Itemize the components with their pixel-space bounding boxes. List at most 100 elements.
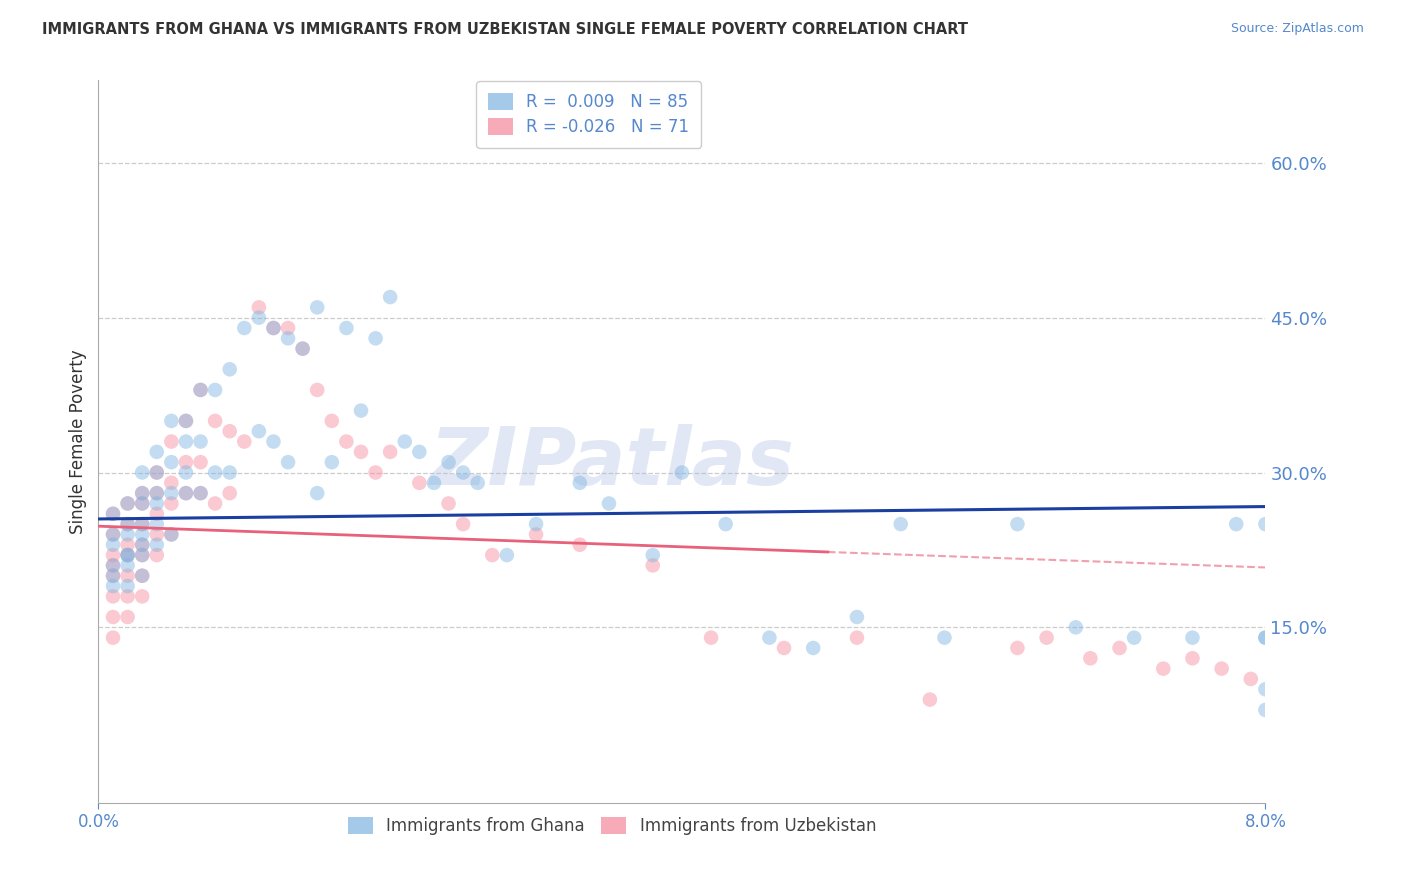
Point: [101, 507, 124, 521]
Point: [190, 486, 212, 500]
Point: [524, 517, 547, 532]
Point: [380, 290, 402, 304]
Point: [1035, 631, 1057, 645]
Point: [773, 640, 796, 655]
Point: [117, 590, 139, 604]
Point: [247, 310, 270, 325]
Point: [1254, 631, 1277, 645]
Point: [190, 383, 212, 397]
Point: [524, 527, 547, 541]
Point: [174, 414, 197, 428]
Point: [117, 548, 139, 562]
Point: [174, 434, 197, 449]
Point: [233, 434, 256, 449]
Point: [117, 548, 139, 562]
Point: [408, 475, 430, 490]
Point: [700, 631, 723, 645]
Point: [1080, 651, 1102, 665]
Point: [131, 568, 153, 582]
Point: [1064, 620, 1087, 634]
Point: [117, 496, 139, 510]
Point: [131, 590, 153, 604]
Point: [321, 455, 343, 469]
Point: [131, 486, 153, 500]
Point: [1123, 631, 1146, 645]
Point: [131, 548, 153, 562]
Point: [1254, 631, 1277, 645]
Point: [146, 445, 169, 459]
Point: [174, 455, 197, 469]
Text: IMMIGRANTS FROM GHANA VS IMMIGRANTS FROM UZBEKISTAN SINGLE FEMALE POVERTY CORREL: IMMIGRANTS FROM GHANA VS IMMIGRANTS FROM…: [42, 22, 969, 37]
Y-axis label: Single Female Poverty: Single Female Poverty: [69, 350, 87, 533]
Point: [204, 414, 226, 428]
Point: [131, 517, 153, 532]
Point: [190, 486, 212, 500]
Point: [160, 527, 183, 541]
Point: [437, 455, 460, 469]
Text: Source: ZipAtlas.com: Source: ZipAtlas.com: [1230, 22, 1364, 36]
Point: [451, 517, 474, 532]
Point: [350, 403, 373, 417]
Point: [117, 579, 139, 593]
Point: [117, 558, 139, 573]
Point: [146, 486, 169, 500]
Point: [218, 486, 240, 500]
Point: [568, 538, 591, 552]
Point: [307, 383, 329, 397]
Point: [160, 414, 183, 428]
Point: [423, 475, 446, 490]
Point: [496, 548, 519, 562]
Point: [101, 558, 124, 573]
Point: [117, 517, 139, 532]
Point: [101, 568, 124, 582]
Point: [146, 486, 169, 500]
Point: [190, 455, 212, 469]
Point: [160, 434, 183, 449]
Point: [160, 527, 183, 541]
Point: [918, 692, 941, 706]
Point: [1254, 703, 1277, 717]
Point: [146, 548, 169, 562]
Point: [481, 548, 503, 562]
Point: [146, 527, 169, 541]
Point: [1007, 640, 1029, 655]
Point: [117, 568, 139, 582]
Point: [131, 527, 153, 541]
Point: [117, 548, 139, 562]
Point: [335, 434, 357, 449]
Point: [101, 610, 124, 624]
Point: [117, 538, 139, 552]
Point: [1211, 662, 1233, 676]
Point: [131, 538, 153, 552]
Point: [117, 610, 139, 624]
Point: [101, 579, 124, 593]
Point: [117, 517, 139, 532]
Point: [131, 486, 153, 500]
Point: [1254, 682, 1277, 697]
Point: [335, 321, 357, 335]
Point: [146, 466, 169, 480]
Point: [1108, 640, 1130, 655]
Point: [714, 517, 737, 532]
Point: [277, 321, 299, 335]
Point: [190, 434, 212, 449]
Point: [174, 414, 197, 428]
Point: [641, 548, 664, 562]
Point: [1181, 651, 1204, 665]
Point: [131, 496, 153, 510]
Text: ZIPatlas: ZIPatlas: [429, 425, 794, 502]
Point: [190, 383, 212, 397]
Point: [160, 455, 183, 469]
Point: [101, 558, 124, 573]
Point: [845, 610, 868, 624]
Point: [101, 590, 124, 604]
Point: [291, 342, 314, 356]
Point: [101, 527, 124, 541]
Point: [218, 424, 240, 438]
Point: [350, 445, 373, 459]
Point: [890, 517, 912, 532]
Point: [451, 466, 474, 480]
Point: [131, 568, 153, 582]
Point: [174, 486, 197, 500]
Point: [307, 301, 329, 315]
